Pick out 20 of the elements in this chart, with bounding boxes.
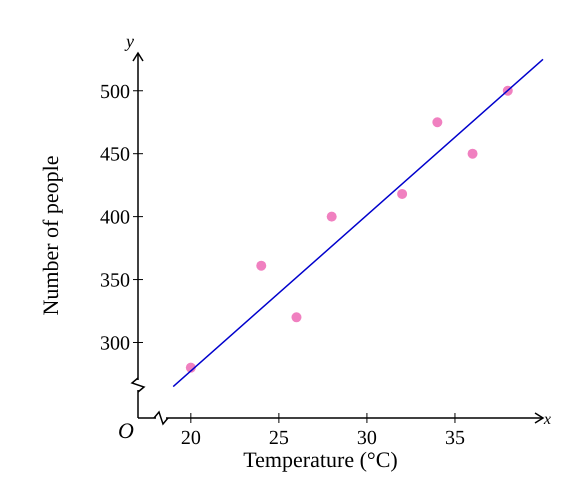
- text: x: [542, 411, 551, 428]
- x-axis-title: Temperature (°C): [243, 447, 398, 472]
- y-tick-label: 450: [100, 144, 130, 166]
- point: [291, 312, 302, 322]
- y-tick-label: 300: [100, 332, 130, 354]
- x-tick-label: 35: [444, 427, 465, 449]
- y-axis-title: Number of people: [38, 155, 63, 316]
- text: O: [118, 418, 134, 443]
- point: [432, 117, 442, 128]
- x-tick-label: 25: [268, 427, 289, 449]
- y-tick-label: 500: [100, 80, 130, 103]
- point: [326, 212, 337, 222]
- point: [256, 260, 266, 271]
- x-tick-label: 30: [356, 427, 377, 449]
- x-tick-label: 20: [180, 427, 201, 449]
- point: [397, 188, 408, 199]
- text: y: [124, 31, 134, 51]
- y-tick-label: 400: [100, 206, 130, 229]
- y-tick-label: 350: [100, 270, 130, 292]
- point: [468, 148, 478, 159]
